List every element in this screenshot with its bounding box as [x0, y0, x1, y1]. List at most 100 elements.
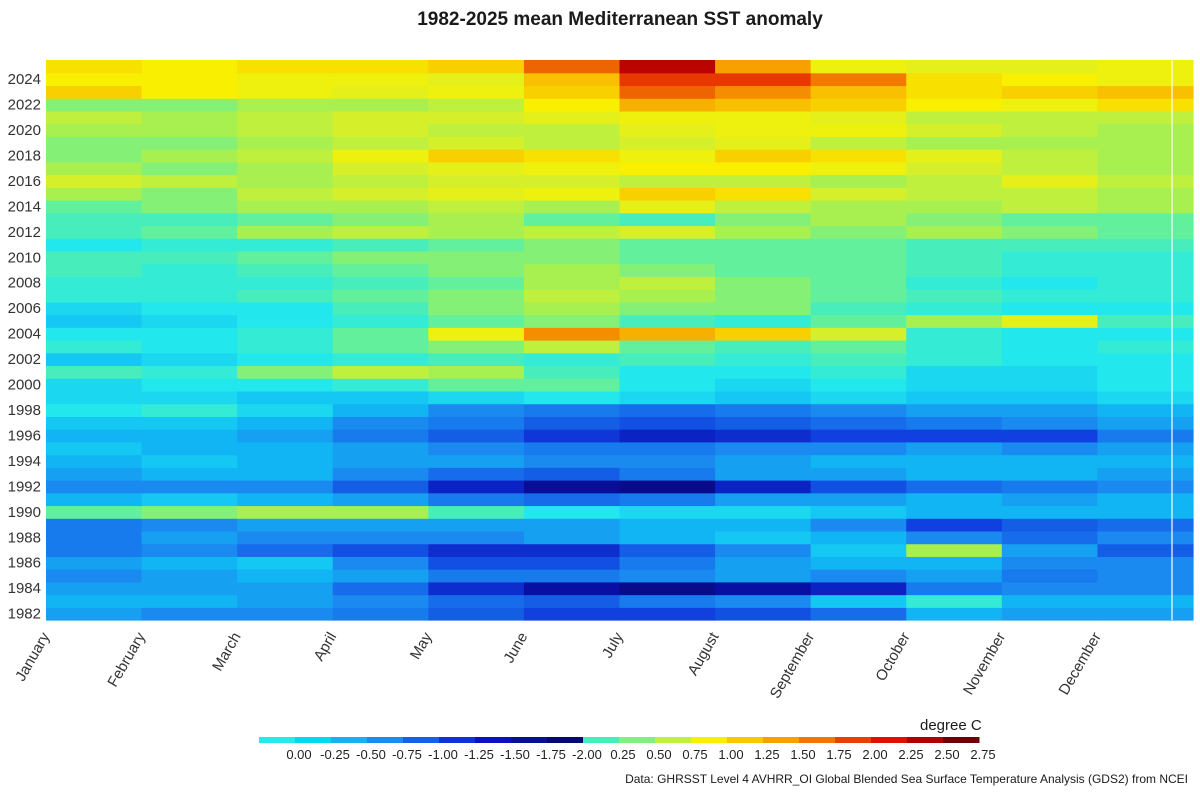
heatmap-cell [1001, 492, 1099, 507]
heatmap-cell [428, 581, 525, 596]
heatmap-cell [523, 60, 621, 74]
heatmap-cell [1097, 327, 1194, 341]
heatmap-cell [715, 403, 812, 417]
heatmap-cell [810, 85, 907, 99]
heatmap-cell [810, 530, 907, 545]
heatmap-cell [237, 200, 334, 214]
x-tick-label: February [104, 629, 149, 690]
heatmap-cell [332, 607, 429, 621]
heatmap-cell [906, 225, 1003, 239]
heatmap-cell [1001, 263, 1099, 277]
heatmap-cell [141, 174, 238, 188]
legend-swatch [943, 737, 980, 743]
heatmap-cell [1097, 467, 1194, 481]
y-tick-label: 1996 [8, 428, 41, 445]
heatmap-cell [523, 123, 621, 137]
heatmap-cell [237, 416, 334, 430]
heatmap-cell [237, 390, 334, 405]
heatmap-cell [1097, 212, 1194, 227]
heatmap-cell [141, 607, 238, 621]
heatmap-cell [906, 72, 1003, 87]
legend-label: -0.75 [392, 747, 422, 762]
heatmap-cell [332, 110, 429, 125]
heatmap-cell [1097, 543, 1194, 557]
heatmap-cell [715, 365, 812, 379]
heatmap-cell [428, 98, 525, 112]
x-tick-label: December [1056, 630, 1105, 698]
heatmap-cell [46, 581, 143, 596]
heatmap-cell [1001, 161, 1099, 176]
heatmap-cell [332, 505, 429, 519]
heatmap-cell [810, 161, 907, 176]
heatmap-cell [523, 174, 621, 188]
heatmap-cell [1097, 174, 1194, 188]
x-tick-label: January [12, 629, 54, 684]
heatmap-cell [715, 200, 812, 214]
legend-title: degree C [920, 717, 982, 734]
heatmap-cell [906, 390, 1003, 405]
heatmap-cell [619, 543, 716, 557]
legend-label: -0.25 [320, 747, 350, 762]
heatmap-cell [332, 98, 429, 112]
heatmap-cell [619, 123, 716, 137]
heatmap-cell [523, 340, 621, 354]
heatmap-cell [237, 149, 334, 163]
heatmap-cell [141, 518, 238, 532]
heatmap-cell [523, 200, 621, 214]
heatmap-cell [332, 594, 429, 608]
heatmap-cell [237, 250, 334, 265]
heatmap-cell [906, 429, 1003, 443]
heatmap-cell [1097, 276, 1194, 290]
heatmap-cell [332, 530, 429, 545]
heatmap-cell [332, 327, 429, 341]
legend-swatch [583, 737, 620, 743]
heatmap-cell [237, 327, 334, 341]
legend-label: -2.00 [572, 747, 602, 762]
heatmap-cell [715, 352, 812, 367]
heatmap-cell [810, 187, 907, 201]
heatmap-cell [46, 98, 143, 112]
heatmap-cell [237, 225, 334, 239]
heatmap-cell [1097, 200, 1194, 214]
heatmap-cell [619, 263, 716, 277]
heatmap-cell [141, 543, 238, 557]
legend-swatch [763, 737, 800, 743]
y-tick-label: 1988 [8, 529, 41, 546]
heatmap-cell [46, 161, 143, 176]
heatmap-cell [428, 441, 525, 456]
heatmap-cell [237, 72, 334, 87]
heatmap-cell [523, 556, 621, 570]
legend-label: 1.50 [790, 747, 815, 762]
heatmap-cell [428, 225, 525, 239]
heatmap-cell [1097, 416, 1194, 430]
heatmap-cell [1097, 263, 1194, 277]
heatmap-cell [332, 149, 429, 163]
heatmap-cell [715, 174, 812, 188]
heatmap-cell [141, 238, 238, 252]
heatmap-cell [523, 110, 621, 125]
heatmap-cell [810, 492, 907, 507]
heatmap-cell [619, 85, 716, 99]
heatmap-cell [1097, 123, 1194, 137]
legend-swatch [799, 737, 836, 743]
heatmap-cell [332, 301, 429, 316]
x-tick-label: April [311, 630, 341, 664]
heatmap-cell [619, 149, 716, 163]
heatmap-cell [46, 340, 143, 354]
heatmap-cell [237, 85, 334, 99]
heatmap-cell [810, 110, 907, 125]
heatmap-cell [428, 250, 525, 265]
heatmap-cell [906, 403, 1003, 417]
heatmap-cell [1001, 340, 1099, 354]
heatmap-cell [332, 518, 429, 532]
heatmap-cell [619, 492, 716, 507]
heatmap-cell [619, 301, 716, 316]
heatmap-cell [906, 174, 1003, 188]
heatmap-cell [428, 556, 525, 570]
heatmap-cell [810, 467, 907, 481]
heatmap-cell [141, 98, 238, 112]
heatmap-cell [428, 340, 525, 354]
heatmap-cell [523, 467, 621, 481]
y-axis-tick-labels: 1982 1984 1986 1988 1990 1992 1994 1996 1998 2000… [8, 71, 41, 622]
heatmap-cell [906, 276, 1003, 290]
